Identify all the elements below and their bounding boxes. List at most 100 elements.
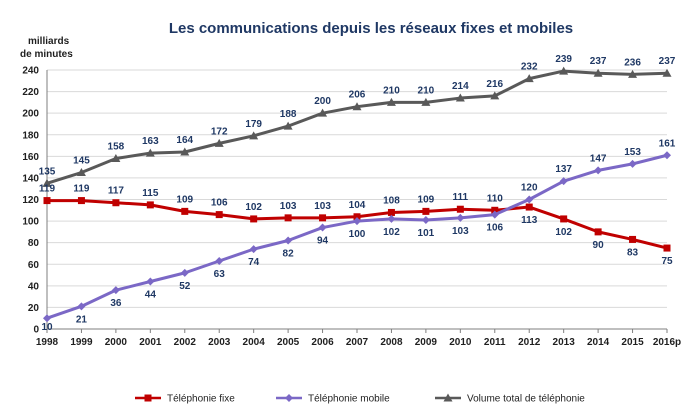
data-label-fixe: 108 [383,195,400,206]
data-point-telephonie-fixe [319,214,327,222]
data-label-mobile: 44 [145,290,157,301]
data-label-fixe: 110 [487,193,504,204]
data-label-fixe: 111 [453,192,469,203]
x-tick-label: 2015 [621,337,644,348]
x-tick-label: 2007 [346,337,369,348]
data-label-total: 164 [176,135,193,146]
data-point-telephonie-mobile [456,213,465,222]
data-point-volume-total-de-telephonie [559,66,569,75]
data-point-telephonie-fixe [215,211,223,219]
data-point-telephonie-mobile [180,268,189,277]
data-point-telephonie-mobile [525,195,534,204]
data-point-telephonie-fixe [491,206,499,214]
data-label-mobile: 153 [624,147,641,158]
legend-label-telephonie-mobile: Téléphonie mobile [308,394,390,405]
data-label-total: 210 [418,85,435,96]
data-point-volume-total-de-telephonie [180,147,190,156]
y-tick-label: 200 [22,109,39,120]
data-point-telephonie-mobile [111,286,120,295]
data-label-fixe: 109 [418,194,435,205]
data-label-total: 206 [349,90,366,101]
data-label-total: 172 [211,126,228,137]
data-point-volume-total-de-telephonie [352,102,362,111]
data-label-mobile: 21 [76,314,88,325]
y-tick-label: 180 [22,130,39,141]
data-point-volume-total-de-telephonie [490,91,500,100]
x-tick-label: 1998 [36,337,59,348]
data-label-fixe: 75 [661,256,673,267]
data-label-total: 158 [108,141,125,152]
data-label-mobile: 82 [283,249,295,260]
y-tick-label: 60 [28,260,40,271]
y-tick-label: 220 [22,87,39,98]
data-point-telephonie-fixe [560,215,568,223]
data-label-mobile: 101 [418,228,435,239]
data-point-volume-total-de-telephonie [386,97,396,106]
x-tick-label: 2002 [174,337,197,348]
x-tick-label: 2011 [484,337,506,348]
data-label-fixe: 103 [314,201,331,212]
x-tick-label: 2003 [208,337,231,348]
data-label-total: 188 [280,109,297,120]
x-tick-label: 2001 [139,337,162,348]
data-point-telephonie-mobile [43,314,51,323]
data-point-volume-total-de-telephonie [318,108,328,117]
data-label-mobile: 147 [590,153,607,164]
y-tick-label: 120 [22,195,39,206]
data-point-telephonie-mobile [387,214,396,223]
data-label-total: 236 [624,57,641,68]
data-label-total: 237 [659,56,676,67]
data-point-telephonie-mobile [663,151,671,160]
data-label-fixe: 90 [593,240,605,251]
data-label-mobile: 102 [383,227,400,238]
data-label-fixe: 119 [39,184,56,195]
data-labels: 135 145 158 163 164 172 179 188 200 206 210 210 214 2… [39,54,676,333]
data-point-volume-total-de-telephonie [628,69,638,78]
x-tick-label: 2014 [587,337,610,348]
data-point-telephonie-fixe [77,197,85,205]
data-label-total: 179 [245,119,262,130]
data-label-fixe: 113 [521,215,538,226]
data-point-telephonie-fixe [594,228,602,236]
data-point-telephonie-mobile [284,236,293,245]
data-point-telephonie-mobile [421,216,430,225]
data-label-total: 200 [314,96,331,107]
data-point-telephonie-mobile [249,245,258,254]
data-point-telephonie-mobile [594,166,603,175]
legend-label-volume-total-de-telephonie: Volume total de téléphonie [467,394,585,405]
data-label-total: 163 [142,136,159,147]
y-tick-label: 40 [28,281,40,292]
data-label-mobile: 100 [349,229,366,240]
data-point-telephonie-fixe [387,208,395,216]
y-tick-label: 240 [22,66,39,77]
x-tick-label: 2013 [553,337,576,348]
x-tick-label: 2004 [243,337,266,348]
data-point-volume-total-de-telephonie [145,148,155,157]
data-label-mobile: 137 [555,164,572,175]
y-tick-label: 160 [22,152,39,163]
x-tick-label: 2010 [449,337,472,348]
data-point-telephonie-fixe [629,235,637,243]
data-label-fixe: 104 [349,200,366,211]
data-point-telephonie-fixe [112,199,120,207]
data-label-fixe: 83 [627,247,639,258]
data-label-fixe: 106 [211,198,228,209]
data-label-fixe: 103 [280,201,297,212]
x-tick-label: 2016p [653,337,681,348]
data-point-volume-total-de-telephonie [662,68,672,77]
data-label-mobile: 52 [179,281,191,292]
data-label-mobile: 94 [317,236,329,247]
data-label-total: 135 [39,166,56,177]
data-point-telephonie-fixe [422,207,430,215]
data-point-volume-total-de-telephonie [593,68,603,77]
data-label-mobile: 161 [659,138,676,149]
legend-marker-telephonie-mobile [285,394,293,402]
y-axis-unit-line-1: milliards [28,36,70,47]
x-tick-label: 2000 [105,337,128,348]
data-point-telephonie-mobile [146,277,155,286]
data-point-volume-total-de-telephonie [421,97,431,106]
data-label-total: 239 [555,54,572,65]
data-point-volume-total-de-telephonie [524,74,534,83]
data-label-total: 232 [521,62,538,73]
